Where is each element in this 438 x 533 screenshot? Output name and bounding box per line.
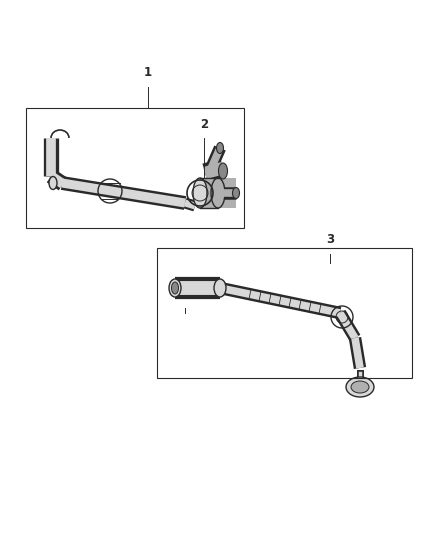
- Ellipse shape: [49, 176, 57, 190]
- Ellipse shape: [172, 282, 179, 294]
- Text: 1: 1: [144, 66, 152, 79]
- Ellipse shape: [193, 178, 207, 208]
- Text: 2: 2: [200, 118, 208, 131]
- Bar: [157, 248, 412, 378]
- Ellipse shape: [216, 142, 223, 154]
- Ellipse shape: [346, 377, 374, 397]
- Ellipse shape: [351, 381, 369, 393]
- Text: 4: 4: [181, 288, 189, 301]
- Ellipse shape: [211, 178, 225, 208]
- Text: 3: 3: [326, 233, 334, 246]
- Ellipse shape: [219, 163, 227, 179]
- Bar: [26, 108, 244, 228]
- Ellipse shape: [216, 282, 223, 294]
- Ellipse shape: [214, 279, 226, 297]
- Ellipse shape: [233, 188, 240, 198]
- Bar: [200, 178, 236, 208]
- Ellipse shape: [169, 279, 181, 297]
